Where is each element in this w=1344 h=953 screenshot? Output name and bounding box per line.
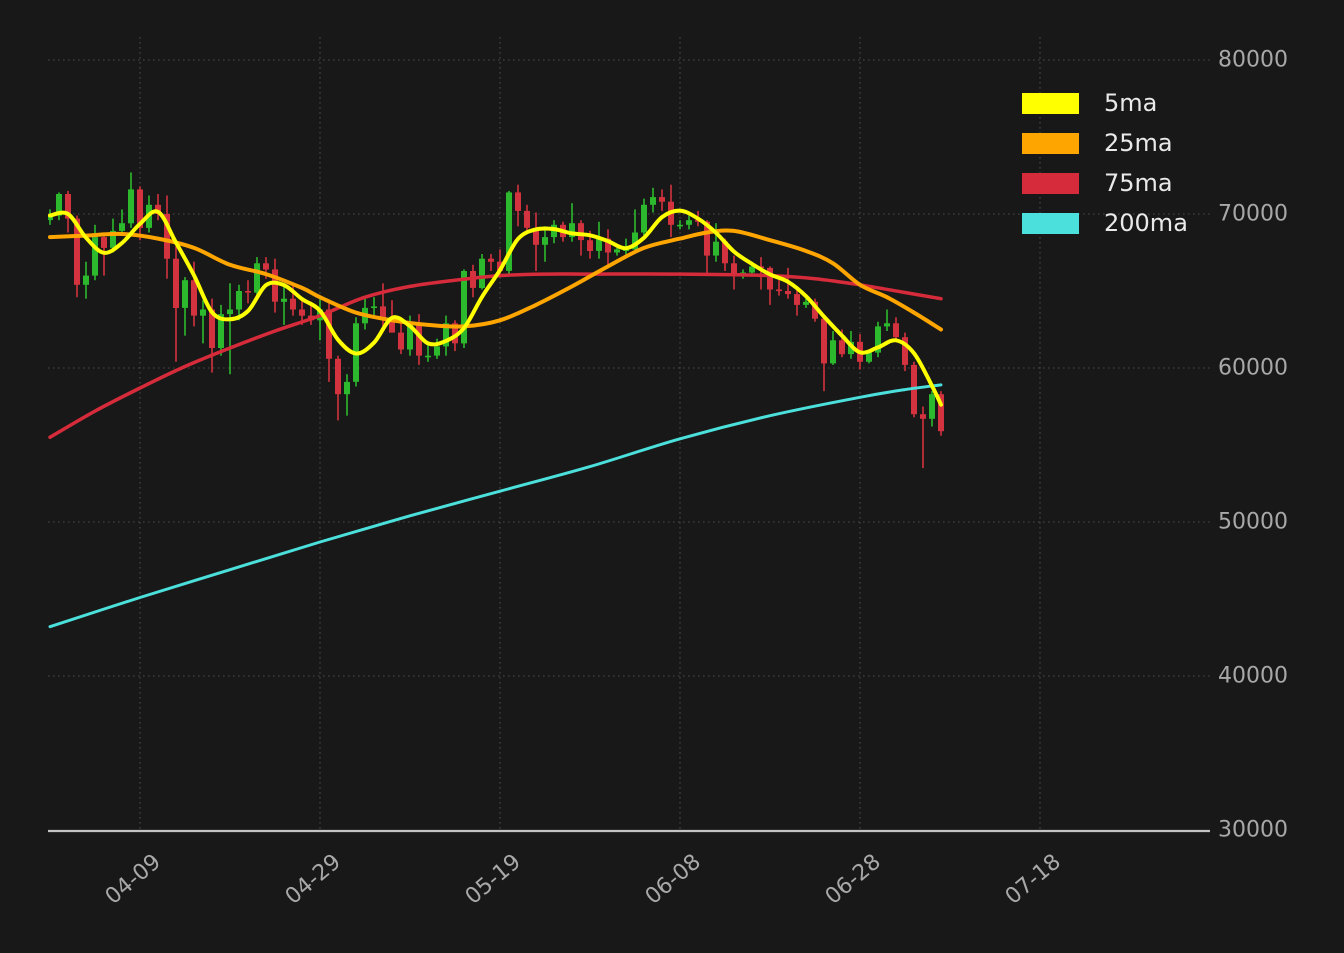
candle-05-23 [533, 212, 539, 271]
candle-06-19 [776, 280, 782, 296]
candle-05-18 [488, 254, 494, 271]
y-axis-labels: 80000 70000 60000 50000 40000 30000 [1218, 48, 1288, 843]
candle-04-08 [128, 172, 134, 228]
x-tick-label: 07-18 [1001, 849, 1066, 909]
candle-05-30 [596, 221, 602, 259]
candle-06-22 [803, 298, 809, 308]
candle-05-17 [479, 254, 485, 290]
legend-swatch-25ma [1022, 132, 1079, 154]
candle-05-15 [461, 269, 467, 348]
ma-line-25ma [48, 228, 943, 332]
candle-04-01 [65, 190, 71, 233]
candle-05-13 [443, 315, 449, 356]
candle-05-22 [524, 204, 530, 233]
x-tick-label: 04-29 [281, 849, 346, 909]
candle-04-30 [326, 303, 332, 382]
candle-05-28 [578, 220, 584, 256]
candle-04-25 [281, 286, 287, 325]
vertical-gridlines [139, 37, 1041, 830]
candle-04-24 [272, 258, 278, 313]
candle-04-12 [164, 195, 170, 279]
x-tick-label: 05-19 [461, 849, 526, 909]
candle-05-11 [425, 344, 431, 362]
candle-07-03 [902, 332, 908, 372]
legend-item-5ma: 5ma [1022, 83, 1188, 123]
candle-04-19 [227, 283, 233, 375]
legend-label-25ma: 25ma [1104, 129, 1173, 157]
candle-06-24 [821, 315, 827, 392]
legend-label-200ma: 200ma [1104, 209, 1188, 237]
candle-05-21 [515, 184, 521, 227]
candle-05-31 [605, 229, 611, 265]
y-tick-label: 40000 [1218, 664, 1288, 689]
candle-04-22 [254, 257, 260, 299]
candle-06-11 [704, 220, 710, 275]
candle-05-16 [470, 264, 476, 298]
candle-05-20 [506, 190, 512, 275]
candle-07-02 [893, 317, 899, 341]
horizontal-gridlines [48, 59, 1210, 677]
candle-03-31 [56, 192, 62, 221]
candle-04-20 [236, 284, 242, 321]
legend-swatch-5ma [1022, 92, 1079, 114]
legend-label-5ma: 5ma [1104, 89, 1158, 117]
candle-06-05 [650, 187, 656, 213]
candle-06-01 [614, 247, 620, 256]
candle-04-02 [74, 215, 80, 298]
y-tick-label: 70000 [1218, 202, 1288, 227]
legend-label-75ma: 75ma [1104, 169, 1173, 197]
y-tick-label: 30000 [1218, 818, 1288, 843]
candle-06-30 [875, 321, 881, 358]
candle-06-23 [812, 298, 818, 322]
x-tick-label: 06-08 [641, 849, 706, 909]
y-tick-label: 50000 [1218, 510, 1288, 535]
legend-item-75ma: 75ma [1022, 163, 1188, 203]
legend-item-25ma: 25ma [1022, 123, 1188, 163]
y-tick-label: 80000 [1218, 48, 1288, 73]
x-tick-label: 06-28 [821, 849, 886, 909]
candle-04-21 [245, 280, 251, 304]
candle-05-08 [398, 321, 404, 355]
ma-line-75ma [48, 272, 943, 440]
candle-04-18 [218, 304, 224, 356]
candle-04-11 [155, 194, 161, 221]
candle-04-26 [290, 283, 296, 316]
x-tick-label: 04-09 [101, 849, 166, 909]
candle-05-02 [344, 374, 350, 416]
candle-05-27 [569, 203, 575, 242]
candle-04-14 [182, 277, 188, 336]
candle-04-09 [137, 186, 143, 241]
candle-04-07 [119, 209, 125, 234]
candle-04-03 [83, 261, 89, 299]
candle-05-01 [335, 355, 341, 421]
candle-05-24 [542, 226, 548, 262]
legend-swatch-75ma [1022, 172, 1079, 194]
legend: 5ma 25ma 75ma 200ma [1022, 83, 1188, 243]
ma-line-5ma [48, 208, 943, 407]
candle-06-14 [731, 255, 737, 290]
candle-07-05 [920, 406, 926, 469]
candle-05-25 [551, 220, 557, 244]
candle-05-05 [371, 297, 377, 318]
candle-06-04 [641, 198, 647, 236]
candle-06-21 [794, 289, 800, 316]
candle-04-13 [173, 246, 179, 362]
candle-06-17 [758, 257, 764, 290]
candle-07-06 [929, 391, 935, 427]
candle-04-16 [200, 300, 206, 344]
plot-area [48, 172, 944, 629]
candle-06-06 [659, 189, 665, 211]
candle-06-09 [686, 215, 692, 230]
legend-item-200ma: 200ma [1022, 203, 1188, 243]
candle-06-25 [830, 331, 836, 365]
candle-07-07 [938, 391, 944, 436]
y-tick-label: 60000 [1218, 356, 1288, 381]
ma-line-200ma [48, 383, 943, 629]
candle-06-08 [677, 220, 683, 230]
legend-swatch-200ma [1022, 212, 1079, 234]
x-axis-labels: 04-09 04-29 05-19 06-08 06-28 07-18 [101, 849, 1066, 909]
candle-07-01 [884, 309, 890, 331]
